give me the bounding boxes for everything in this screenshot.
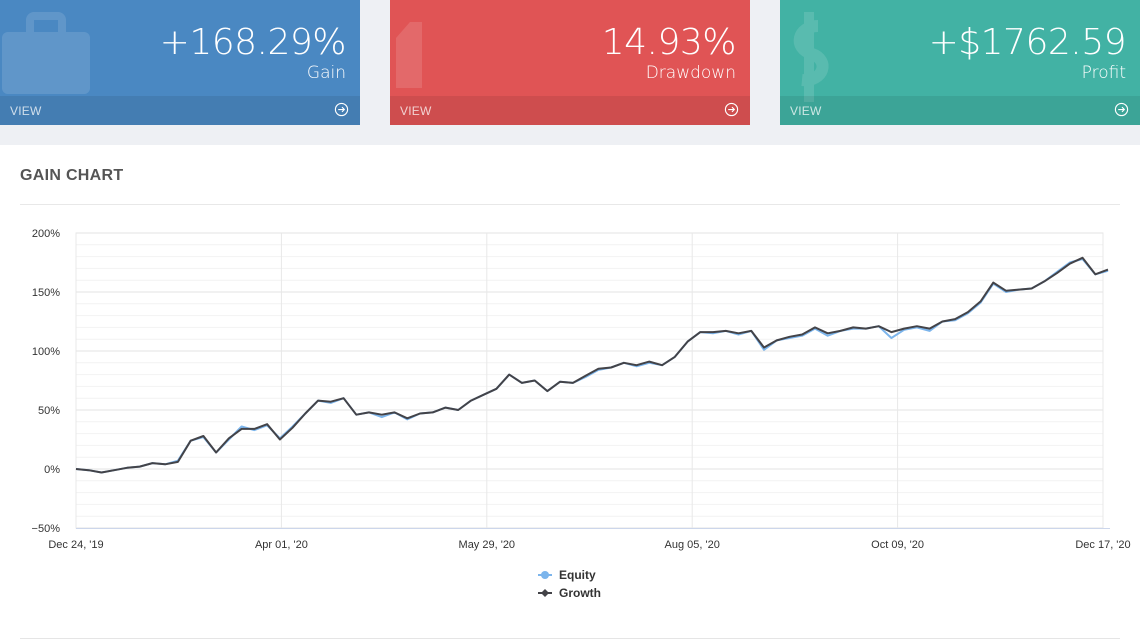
y-tick-label: 100%: [32, 346, 60, 358]
profit-label: Profit: [1081, 63, 1126, 83]
plot-area: [75, 232, 1104, 529]
view-link[interactable]: VIEW: [10, 104, 42, 118]
legend-marker-growth: [541, 589, 549, 597]
x-tick-label: Dec 24, '19: [48, 539, 103, 551]
dollar-icon: [793, 12, 829, 102]
y-tick-label: 0%: [44, 464, 60, 476]
drawdown-label: Drawdown: [645, 63, 736, 83]
profit-value: +$1762.59: [928, 22, 1127, 63]
drawdown-value: 14.93%: [601, 22, 737, 63]
x-tick-label: May 29, '20: [459, 539, 516, 551]
gain-value: +168.29%: [159, 22, 347, 63]
view-link[interactable]: VIEW: [400, 104, 432, 118]
series-line-growth: [75, 256, 1109, 474]
briefcase-icon: [2, 12, 90, 94]
arrow-circle-icon[interactable]: [724, 102, 739, 117]
gain-card-footer[interactable]: VIEW: [0, 96, 360, 125]
y-tick-label: 200%: [32, 228, 60, 240]
x-tick-label: Apr 01, '20: [255, 539, 308, 551]
legend-label-growth: Growth: [559, 586, 601, 600]
panel-title: GAIN CHART: [20, 167, 124, 184]
y-tick-label: 50%: [38, 405, 60, 417]
divider: [20, 204, 1120, 205]
profit-card[interactable]: +$1762.59 Profit VIEW: [780, 0, 1140, 125]
download-icon: [396, 22, 422, 88]
y-tick-label: 150%: [32, 287, 60, 299]
gain-chart: 200% 150% 100% 50% 0% −50% Dec 24, '19 Apr 01,…: [32, 228, 1131, 600]
drawdown-card[interactable]: 14.93% Drawdown VIEW: [390, 0, 750, 125]
view-link[interactable]: VIEW: [790, 104, 822, 118]
x-tick-label: Dec 17, '20: [1075, 539, 1130, 551]
gain-label: Gain: [306, 63, 346, 83]
gain-card[interactable]: +168.29% Gain VIEW: [0, 0, 360, 125]
y-tick-label: −50%: [32, 523, 61, 535]
arrow-circle-icon[interactable]: [334, 102, 349, 117]
legend-marker-equity: [541, 571, 549, 579]
x-tick-label: Aug 05, '20: [665, 539, 720, 551]
legend-label-equity: Equity: [559, 568, 596, 582]
profit-card-footer[interactable]: VIEW: [780, 96, 1140, 125]
x-tick-label: Oct 09, '20: [871, 539, 924, 551]
arrow-circle-icon[interactable]: [1114, 102, 1129, 117]
drawdown-card-footer[interactable]: VIEW: [390, 96, 750, 125]
